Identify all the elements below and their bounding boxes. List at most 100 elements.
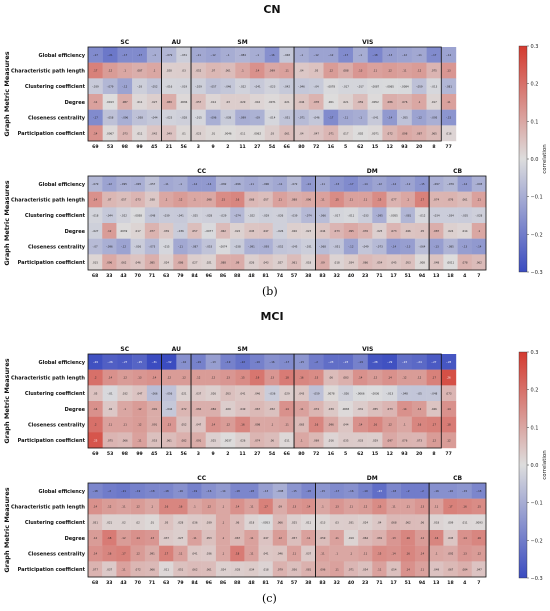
cell-value-label: .014 [462,229,468,233]
heatmap-cell [443,514,458,531]
heatmap-panel: -.079 -.12 -.095 -.095 -.057 -.11 -.1 -.14 -.14 -… [3,168,487,279]
cell-value-label: .098 [254,423,260,427]
heatmap-cell [352,125,368,142]
cell-value-label: .14 [152,376,156,380]
cell-value-label: .081 [377,536,383,540]
heatmap-cell [117,369,133,386]
column-label: 32 [334,273,340,279]
row-label: Global efficiency [39,53,86,59]
heatmap-cell [264,109,280,126]
cell-value-label: -.13 [263,489,268,493]
heatmap-cell [102,483,117,499]
cell-value-label: .09 [320,260,324,264]
cell-value-label: .25 [93,438,97,442]
cell-value-label: .12 [417,407,421,411]
cell-value-label: -.27 [431,360,436,364]
column-label: 71 [149,580,155,586]
cell-value-label: .12 [137,407,141,411]
heatmap-cell [102,47,118,63]
colorbar-tick-label: 0.2 [531,82,539,88]
row-label: Closeness centrality [28,245,86,251]
heatmap-cell [426,369,442,386]
cell-value-label: .021 [206,260,212,264]
cell-value-label: .023 [196,131,202,135]
cell-value-label: .16 [240,423,244,427]
cell-value-label: -.1 [300,53,304,57]
column-label: 93 [401,144,407,150]
heatmap-cell [301,561,316,578]
heatmap-cell [315,545,330,562]
heatmap-cell [102,238,117,255]
heatmap-cell [315,176,330,192]
cell-value-label: .028 [178,520,184,524]
cell-value-label: .12 [420,536,424,540]
cell-value-label: -.22 [240,360,245,364]
cell-value-label: -.059 [416,84,423,88]
cell-value-label: .14 [358,376,362,380]
row-label: Clustering coefficient [25,391,86,397]
cell-value-label: .18 [447,423,451,427]
column-label: 9 [212,144,215,150]
cell-value-label: .16 [406,536,410,540]
cell-value-label: .029 [240,100,246,104]
cell-value-label: -.16 [269,53,274,57]
cell-value-label: -.036 [134,245,141,249]
cell-value-label: -.18 [149,489,154,493]
heatmap-cell [372,254,387,271]
cell-value-label: -.28 [373,360,378,364]
cell-value-label: .061 [166,438,172,442]
heatmap-cell [176,109,192,126]
cell-value-label: .14 [235,505,239,509]
heatmap-cell [144,207,160,224]
column-label: 77 [445,144,451,150]
column-label: 74 [277,273,283,279]
heatmap-cell [397,47,413,63]
heatmap-cell [301,176,316,192]
heatmap-cell [130,207,146,224]
cell-value-label: -.093 [476,182,483,186]
heatmap-cell [338,416,354,433]
cell-value-label: -.23 [402,360,407,364]
heatmap-cell [294,78,309,95]
heatmap-cell [258,176,273,192]
column-label: 53 [107,451,113,457]
heatmap-cell [279,94,295,110]
column-label: 53 [107,144,113,150]
heatmap-cell [294,416,309,433]
heatmap-cell [249,401,265,417]
cell-value-label: .009 [448,520,454,524]
cell-value-label: -.0053 [261,520,270,524]
heatmap-cell [279,369,295,386]
cell-value-label: .04 [377,520,381,524]
heatmap-cell [191,125,206,142]
cell-value-label: .011 [137,100,143,104]
cell-value-label: .02 [136,520,140,524]
cell-value-label: .16 [406,552,410,556]
heatmap-cell [88,223,103,239]
cell-value-label: .076 [362,229,368,233]
heatmap-cell [187,254,202,271]
cell-value-label: -.058 [107,116,114,120]
colorbar-gradient [518,45,528,273]
cell-value-label: .046 [431,407,437,411]
cell-value-label: .062 [121,260,127,264]
row-label: Global efficiency [39,182,86,188]
heatmap-cell [315,483,330,499]
heatmap-cell [102,385,118,402]
cell-value-label: -.072 [291,182,298,186]
cell-value-label: -.1 [153,53,157,57]
heatmap-cell [102,498,117,515]
cell-value-label: .039 [163,229,169,233]
cell-value-label: .098 [206,198,212,202]
column-label: 94 [419,580,425,586]
cell-value-label: .15 [314,376,318,380]
cell-value-label: -.12 [348,245,353,249]
heatmap-cell [201,561,217,578]
heatmap-cell [323,109,339,126]
cell-value-label: .046 [135,260,141,264]
cell-value-label: -.19 [255,360,260,364]
heatmap-cell [400,545,416,562]
heatmap-cell [176,385,192,402]
cell-value-label: .13 [335,505,339,509]
heatmap-cell [117,432,133,449]
